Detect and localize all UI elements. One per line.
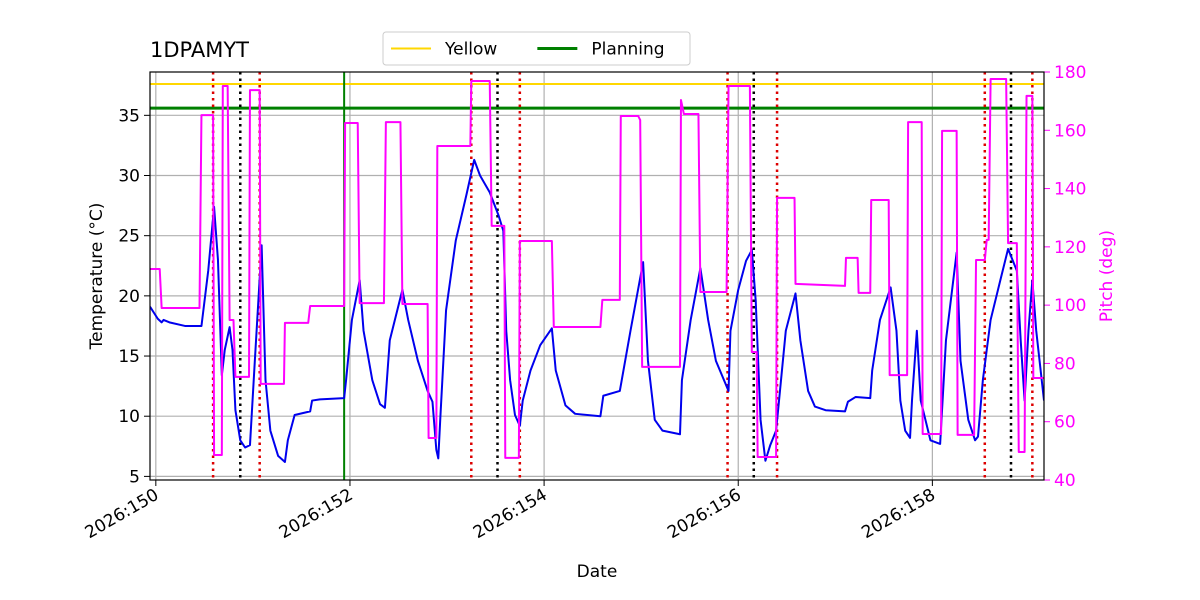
- plot-frame: [149, 71, 1045, 481]
- chart-title: 1DPAMYT: [150, 38, 249, 62]
- x-tick-label: 2026:150: [82, 485, 163, 543]
- y2-tick-label: 100: [1054, 296, 1086, 316]
- y-axis-label: Temperature (°C): [87, 203, 107, 351]
- x-tick-label: 2026:158: [858, 485, 939, 543]
- y2-tick-label: 160: [1054, 121, 1086, 141]
- y-tick-label: 15: [118, 347, 140, 367]
- y2-axis-label: Pitch (deg): [1097, 230, 1117, 322]
- y2-tick-label: 180: [1054, 63, 1086, 83]
- series-line: [150, 77, 1044, 459]
- y2-tick-label: 80: [1054, 354, 1076, 374]
- y-tick-label: 25: [118, 227, 140, 247]
- plot-area: [150, 72, 1044, 480]
- y2-tick-label: 60: [1054, 413, 1076, 433]
- y-tick-label: 30: [118, 167, 140, 187]
- legend: Yellow Planning: [382, 31, 691, 66]
- y-tick-label: 10: [118, 407, 140, 427]
- x-tick-label: 2026:154: [470, 485, 551, 543]
- y-tick-label: 5: [129, 467, 140, 487]
- y2-tick-label: 40: [1054, 471, 1076, 491]
- y-tick-label: 35: [118, 106, 140, 126]
- x-axis-label: Date: [577, 562, 618, 582]
- y-tick-label: 20: [118, 287, 140, 307]
- y2-tick-label: 120: [1054, 238, 1086, 258]
- legend-label: Planning: [591, 40, 664, 60]
- x-tick-label: 2026:152: [276, 485, 357, 543]
- x-tick-label: 2026:156: [664, 485, 745, 543]
- legend-label: Yellow: [444, 40, 497, 60]
- y2-tick-label: 140: [1054, 180, 1086, 200]
- series-line: [150, 158, 1044, 463]
- legend-box: [382, 31, 691, 66]
